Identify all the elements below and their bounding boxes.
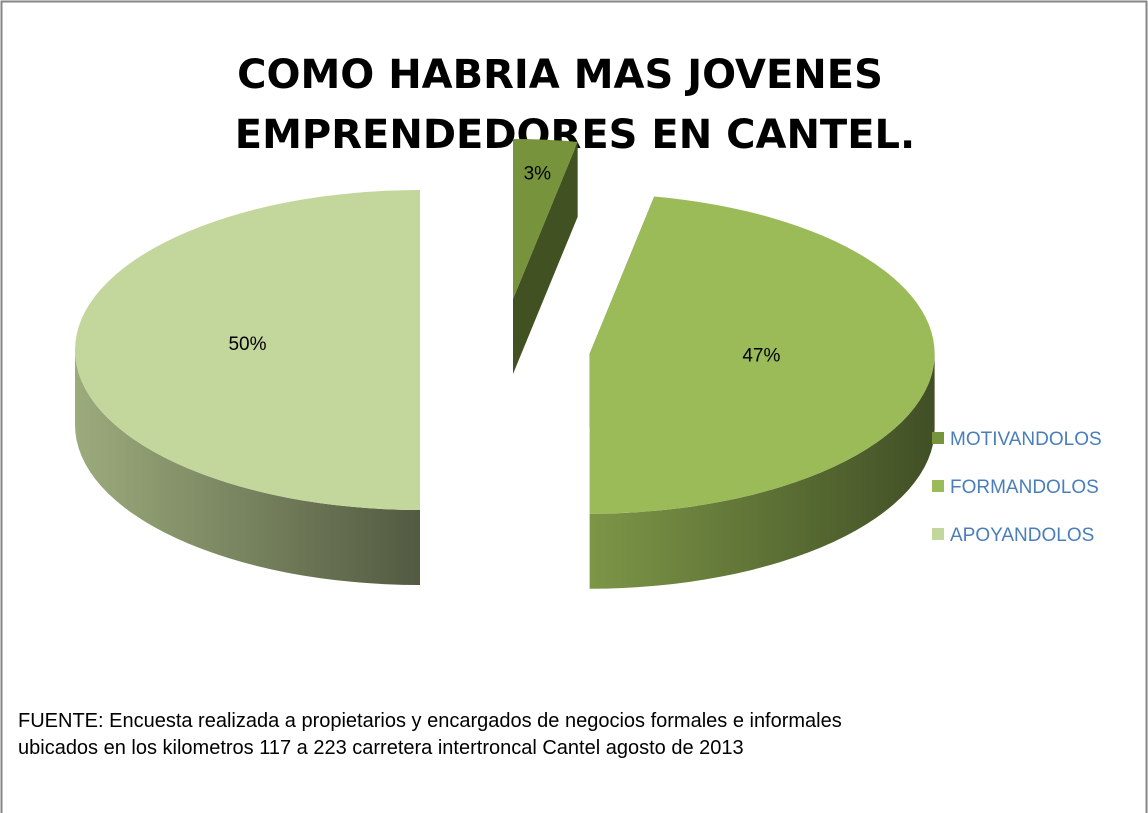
slice [75,190,420,510]
chart-title: COMO HABRIA MAS JOVENES [237,52,883,98]
value-labels: 3% 47% 50% [228,164,780,367]
slice [589,196,935,514]
value-label: 3% [524,164,552,185]
legend-swatch [932,528,944,540]
legend-swatch [932,432,944,444]
legend-label: APOYANDOLOS [950,525,1094,546]
slice [512,138,578,299]
pie [75,138,935,589]
value-label: 50% [228,334,266,355]
slice-side [75,350,420,585]
legend-swatch [932,480,944,492]
slice-side [589,353,935,589]
legend-label: FORMANDOLOS [950,477,1099,498]
slice-side [512,141,578,374]
legend-label: MOTIVANDOLOS [950,429,1102,450]
source-note: ubicados en los kilometros 117 a 223 car… [18,737,744,759]
legend: MOTIVANDOLOS FORMANDOLOS APOYANDOLOS [932,429,1102,546]
source-note: FUENTE: Encuesta realizada a propietario… [18,710,842,732]
value-label: 47% [742,345,780,366]
